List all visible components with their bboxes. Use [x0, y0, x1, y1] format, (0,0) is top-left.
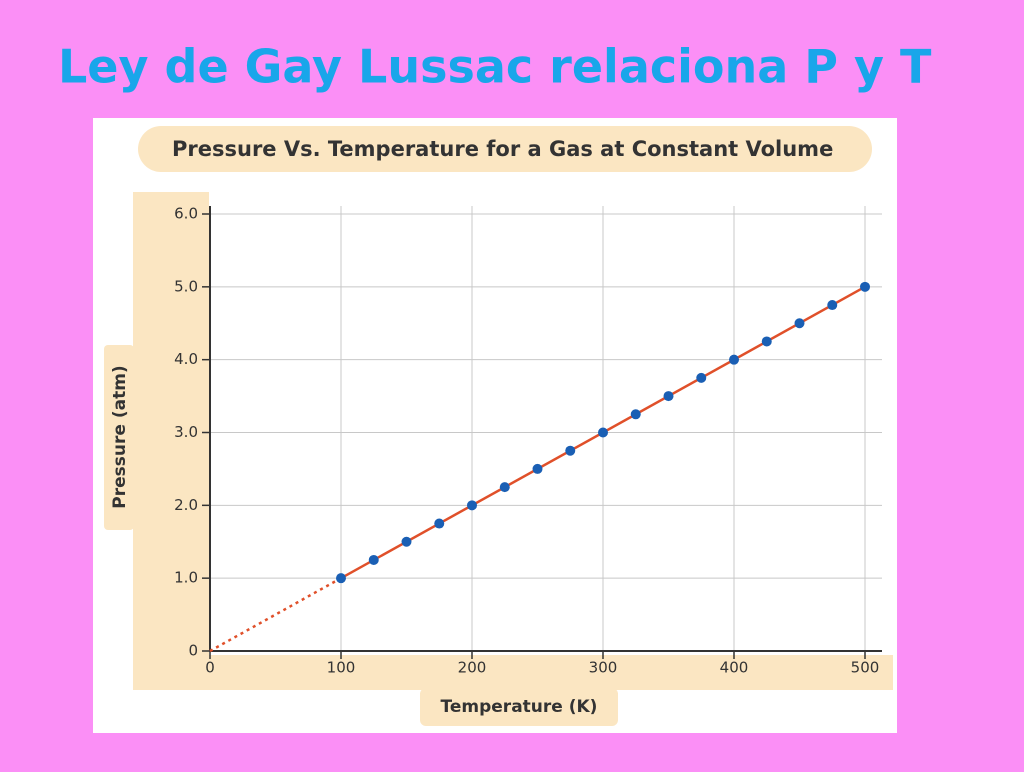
plot: 0 1.0 2.0 3.0 4.0 5.0 6.0 0 100 200 300 400 500 — [174, 205, 882, 677]
title-pill — [138, 126, 872, 172]
data-point — [368, 554, 379, 565]
data-point — [434, 518, 445, 529]
x-tick-label: 0 — [205, 659, 215, 677]
data-point — [565, 445, 576, 456]
data-point — [630, 409, 641, 420]
data-point — [860, 281, 870, 292]
data-point — [467, 500, 477, 511]
data-point — [794, 318, 805, 329]
data-point — [663, 391, 674, 402]
x-tick-label: 200 — [458, 659, 487, 677]
data-point — [401, 536, 412, 547]
y-tick-label: 5.0 — [174, 277, 198, 295]
x-tick-label: 500 — [851, 659, 880, 677]
x-label-pill — [420, 688, 618, 726]
x-axis-label: Temperature (K) — [441, 697, 598, 717]
y-tick-label: 0 — [188, 642, 198, 660]
data-point — [499, 482, 510, 493]
data-point — [729, 354, 739, 365]
y-label-pill — [104, 345, 134, 530]
data-point — [336, 573, 346, 584]
chart-title: Pressure Vs. Temperature for a Gas at Co… — [172, 137, 833, 161]
x-band — [133, 655, 893, 690]
y-tick-label: 6.0 — [174, 205, 198, 223]
y-band — [133, 192, 209, 690]
y-tick-label: 4.0 — [174, 350, 198, 368]
data-point — [827, 300, 838, 311]
data-point — [696, 372, 707, 383]
chart-panel — [93, 118, 897, 733]
y-tick-label: 1.0 — [174, 569, 198, 587]
y-axis-label: Pressure (atm) — [110, 365, 130, 508]
x-tick-label: 300 — [589, 659, 618, 677]
x-tick-label: 400 — [720, 659, 749, 677]
x-tick-label: 100 — [327, 659, 356, 677]
data-point — [598, 427, 608, 438]
y-tick-label: 3.0 — [174, 423, 198, 441]
slide-title: Ley de Gay Lussac relaciona P y T — [58, 40, 932, 94]
data-point — [761, 336, 772, 347]
data-point — [532, 463, 543, 474]
y-tick-label: 2.0 — [174, 496, 198, 514]
